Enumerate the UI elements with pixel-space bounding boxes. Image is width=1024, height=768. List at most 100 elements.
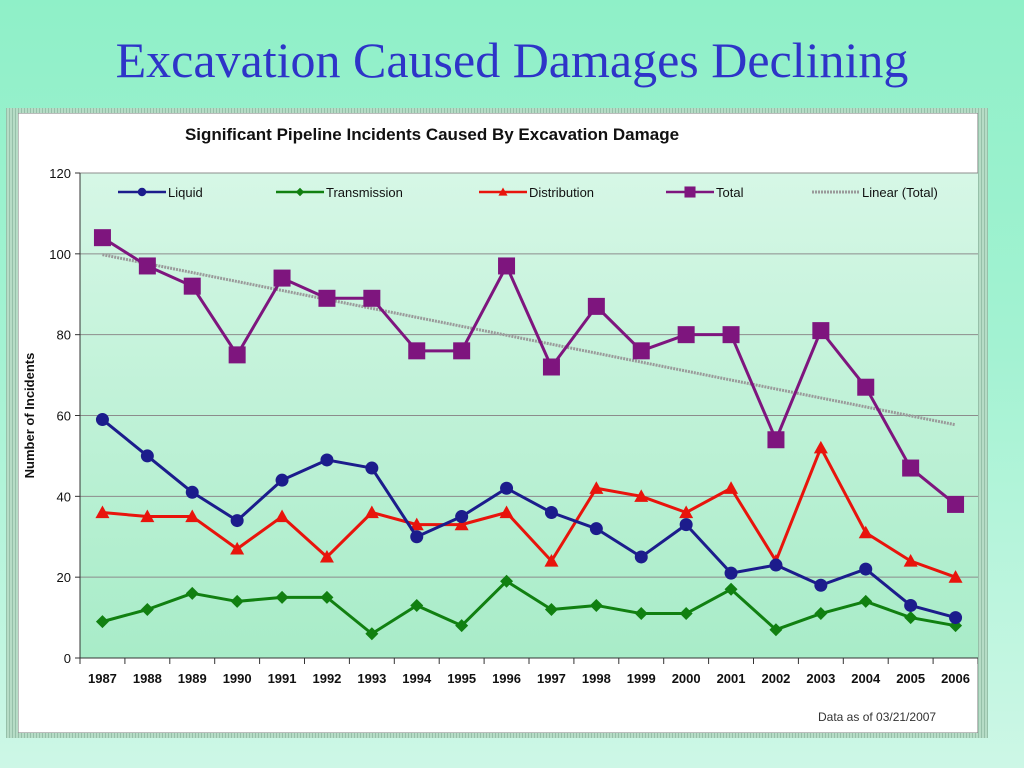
point-total-2004 bbox=[857, 378, 875, 396]
x-tick-label-1989: 1989 bbox=[178, 671, 207, 686]
point-total-1992 bbox=[318, 289, 336, 307]
point-distribution-1988 bbox=[140, 509, 155, 523]
point-distribution-1995 bbox=[454, 517, 469, 531]
x-tick-label-1996: 1996 bbox=[492, 671, 521, 686]
legend-label-liquid: Liquid bbox=[168, 185, 203, 200]
point-transmission-1992 bbox=[320, 590, 334, 604]
point-distribution-2005 bbox=[903, 554, 918, 567]
x-tick-label-1992: 1992 bbox=[312, 671, 341, 686]
x-tick-label-1998: 1998 bbox=[582, 671, 611, 686]
point-total-2001 bbox=[722, 326, 740, 344]
point-transmission-1987 bbox=[95, 615, 109, 629]
point-liquid-2000 bbox=[679, 518, 693, 532]
legend-marker-total bbox=[684, 186, 696, 198]
point-total-2005 bbox=[902, 459, 920, 477]
point-liquid-1990 bbox=[230, 514, 244, 528]
data-as-of-note: Data as of 03/21/2007 bbox=[818, 710, 937, 724]
point-transmission-2001 bbox=[724, 582, 738, 596]
point-transmission-1994 bbox=[410, 598, 424, 612]
point-transmission-2005 bbox=[904, 611, 918, 625]
point-total-1999 bbox=[632, 342, 650, 360]
point-transmission-1996 bbox=[500, 574, 514, 588]
x-tick-label-2004: 2004 bbox=[851, 671, 881, 686]
x-tick-label-2005: 2005 bbox=[896, 671, 925, 686]
point-total-2002 bbox=[767, 431, 785, 449]
point-total-1993 bbox=[363, 289, 381, 307]
x-tick-label-1988: 1988 bbox=[133, 671, 162, 686]
y-axis-label: Number of Incidents bbox=[22, 353, 37, 479]
point-liquid-1995 bbox=[455, 510, 469, 524]
point-distribution-1987 bbox=[95, 505, 110, 519]
point-transmission-1998 bbox=[589, 598, 603, 612]
point-distribution-1998 bbox=[589, 481, 604, 494]
x-tick-label-1997: 1997 bbox=[537, 671, 566, 686]
x-tick-label-1994: 1994 bbox=[402, 671, 432, 686]
point-transmission-2000 bbox=[679, 607, 693, 621]
legend-label-total: Total bbox=[716, 185, 744, 200]
point-distribution-2001 bbox=[724, 481, 739, 494]
series-line-linear-total bbox=[102, 253, 956, 427]
point-transmission-1993 bbox=[365, 627, 379, 641]
point-liquid-1988 bbox=[140, 449, 154, 463]
point-liquid-2002 bbox=[769, 558, 783, 572]
point-transmission-1999 bbox=[634, 607, 648, 621]
series-line-distribution bbox=[102, 446, 957, 579]
point-total-1988 bbox=[138, 257, 156, 275]
chart-title: Significant Pipeline Incidents Caused By… bbox=[185, 125, 679, 144]
point-total-2000 bbox=[677, 326, 695, 344]
point-total-2006 bbox=[947, 495, 965, 513]
point-total-2003 bbox=[812, 322, 830, 340]
point-total-1989 bbox=[183, 277, 201, 295]
x-tick-label-2001: 2001 bbox=[717, 671, 746, 686]
point-distribution-1994 bbox=[409, 517, 424, 531]
point-distribution-2003 bbox=[813, 440, 828, 454]
point-distribution-1997 bbox=[544, 554, 559, 567]
x-tick-label-1987: 1987 bbox=[88, 671, 117, 686]
point-transmission-2002 bbox=[769, 623, 783, 637]
point-liquid-1998 bbox=[589, 522, 603, 536]
x-tick-label-2002: 2002 bbox=[761, 671, 790, 686]
point-distribution-2006 bbox=[948, 570, 963, 583]
point-distribution-1993 bbox=[364, 505, 379, 519]
point-liquid-2003 bbox=[814, 578, 828, 592]
x-tick-label-2000: 2000 bbox=[672, 671, 701, 686]
point-distribution-1999 bbox=[634, 489, 649, 502]
point-distribution-1992 bbox=[319, 549, 334, 563]
series-line-liquid bbox=[101, 418, 956, 620]
point-total-1998 bbox=[587, 297, 605, 315]
y-tick-label-0: 0 bbox=[64, 651, 71, 666]
x-tick-label-1991: 1991 bbox=[268, 671, 297, 686]
y-tick-label-20: 20 bbox=[57, 570, 71, 585]
point-distribution-1991 bbox=[275, 509, 290, 523]
y-tick-label-100: 100 bbox=[49, 247, 71, 262]
point-transmission-1995 bbox=[455, 619, 469, 633]
point-total-1997 bbox=[542, 358, 560, 376]
point-distribution-2000 bbox=[679, 505, 694, 519]
point-liquid-1987 bbox=[95, 413, 109, 427]
point-total-1994 bbox=[408, 342, 426, 360]
x-tick-label-1990: 1990 bbox=[223, 671, 252, 686]
point-distribution-2004 bbox=[858, 525, 873, 539]
point-liquid-1994 bbox=[410, 530, 424, 544]
series-line-total bbox=[101, 236, 957, 506]
point-liquid-1999 bbox=[634, 550, 648, 564]
point-transmission-2004 bbox=[859, 594, 873, 608]
x-tick-label-1995: 1995 bbox=[447, 671, 476, 686]
point-liquid-1993 bbox=[365, 461, 379, 475]
point-total-1996 bbox=[498, 257, 516, 275]
point-liquid-1992 bbox=[320, 453, 334, 467]
point-distribution-1989 bbox=[185, 509, 200, 523]
chart-area: Significant Pipeline Incidents Caused By… bbox=[18, 113, 978, 733]
point-transmission-1989 bbox=[185, 586, 199, 600]
legend-label-linear-total: Linear (Total) bbox=[862, 185, 938, 200]
point-distribution-1996 bbox=[499, 505, 514, 519]
y-tick-label-120: 120 bbox=[49, 166, 71, 181]
x-tick-label-1999: 1999 bbox=[627, 671, 656, 686]
legend-marker-liquid bbox=[137, 187, 147, 197]
point-total-1991 bbox=[273, 269, 291, 287]
point-transmission-1991 bbox=[275, 590, 289, 604]
pipeline-incidents-chart: Significant Pipeline Incidents Caused By… bbox=[18, 113, 978, 733]
point-liquid-1989 bbox=[185, 485, 199, 499]
point-liquid-2005 bbox=[904, 598, 918, 612]
point-liquid-2006 bbox=[949, 611, 963, 625]
